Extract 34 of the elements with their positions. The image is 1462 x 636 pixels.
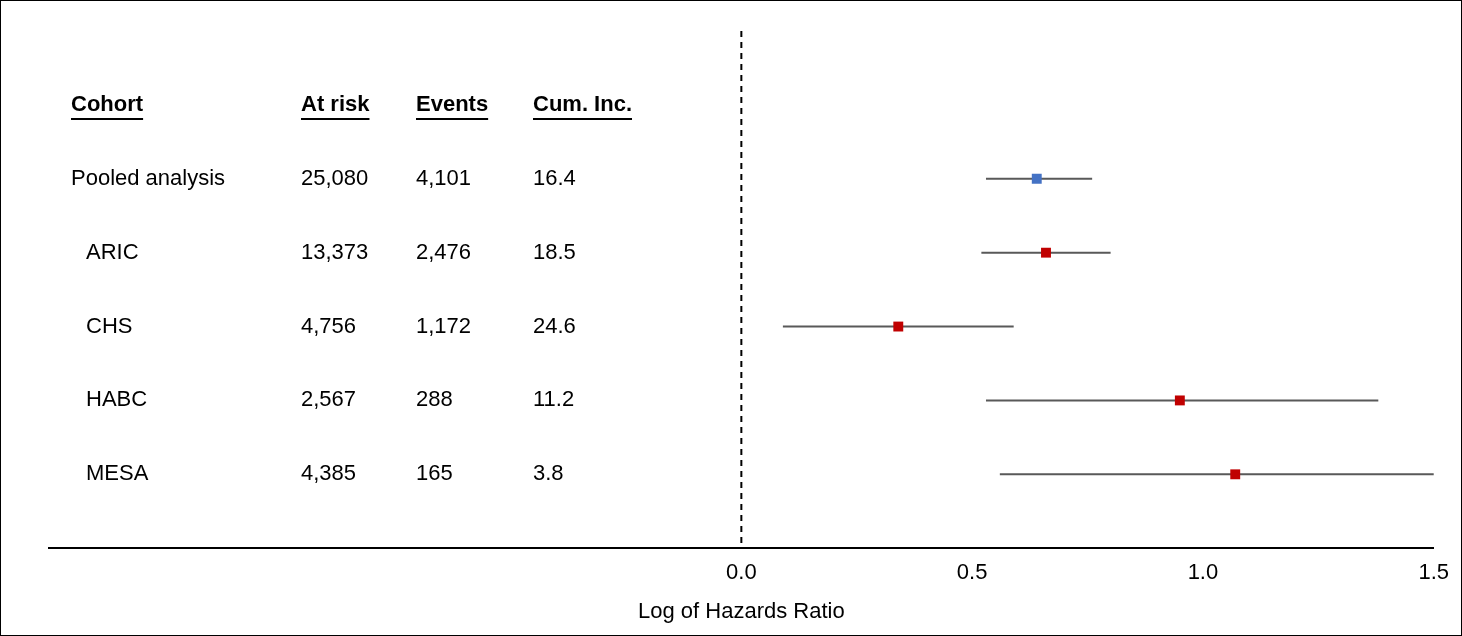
point [1230, 469, 1241, 480]
x-tick-label: 1.5 [1418, 559, 1450, 585]
annotation: 4,101 [416, 164, 472, 190]
point [1174, 395, 1185, 406]
annotation: 18.5 [533, 238, 576, 264]
annotation: 25,080 [301, 164, 369, 190]
text: At risk [301, 90, 371, 116]
x-axis-title: Log of Hazards Ratio [638, 597, 845, 623]
point [1031, 173, 1042, 184]
annotation: 165 [416, 460, 453, 486]
annotation: 13,373 [301, 238, 369, 264]
annotation: 1,172 [416, 312, 472, 338]
point [893, 321, 904, 332]
annotation: 4,385 [301, 460, 357, 486]
annotation: 288 [416, 386, 453, 412]
y-tick-label: HABC [86, 386, 148, 412]
text: Cum. Inc. [533, 90, 633, 116]
annotation: 4,756 [301, 312, 357, 338]
x-tick-label: 0.5 [956, 559, 988, 585]
x-tick-label: 1.0 [1187, 559, 1219, 585]
annotation: 2,567 [301, 386, 357, 412]
point [1041, 247, 1051, 258]
x-tick-label: 0.0 [726, 559, 757, 585]
annotation: 3.8 [533, 460, 564, 486]
annotation: 24.6 [533, 312, 576, 338]
annotation: 16.4 [533, 164, 576, 190]
y-tick-label: ARIC [86, 238, 139, 264]
annotation: 11.2 [533, 386, 575, 412]
y-tick-label: Pooled analysis [71, 164, 226, 190]
annotation: 2,476 [416, 238, 472, 264]
text: Cohort [71, 90, 144, 116]
text: Events [416, 90, 489, 116]
y-tick-label: CHS [86, 312, 133, 338]
y-tick-label: MESA [86, 460, 149, 486]
